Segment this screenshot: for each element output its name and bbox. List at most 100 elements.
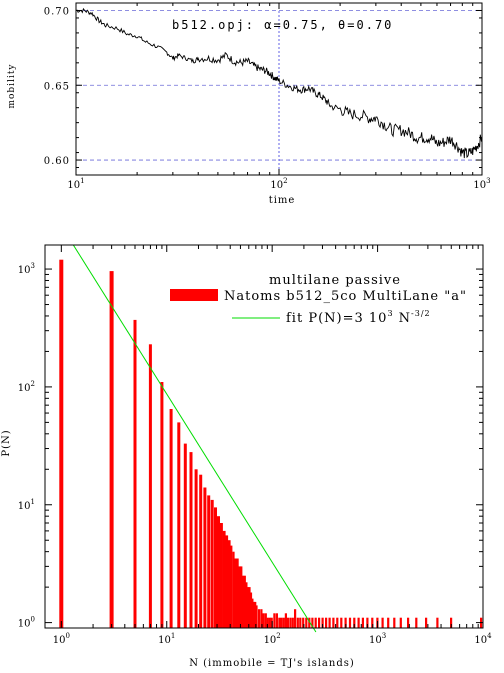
bar xyxy=(328,617,331,628)
bar xyxy=(230,545,233,628)
y-tick-label: 102 xyxy=(18,380,35,394)
bar xyxy=(415,617,418,628)
bar xyxy=(348,617,352,628)
bar xyxy=(260,609,263,628)
bar xyxy=(314,617,317,628)
bar xyxy=(318,617,321,628)
x-tick-label: 103 xyxy=(473,177,490,191)
bar xyxy=(207,495,211,628)
ticks: 101 102 103 0.60 0.65 0.70 xyxy=(44,3,491,191)
y-tick-label: 101 xyxy=(18,498,35,512)
bar xyxy=(399,617,402,628)
x-tick-label: 100 xyxy=(53,632,70,646)
x-axis-label: N (immobile = TJ's islands) xyxy=(189,658,355,669)
bar xyxy=(251,598,254,628)
x-tick-label: 103 xyxy=(369,632,386,646)
bar xyxy=(255,605,258,628)
bar xyxy=(308,617,311,628)
grid-lines xyxy=(76,3,482,175)
bar xyxy=(246,587,250,628)
x-tick-label: 104 xyxy=(474,632,492,646)
distribution-chart: 100 101 102 103 104 100 101 102 103 multilane pa… xyxy=(1,244,492,669)
legend-swatch-bars xyxy=(170,289,218,301)
bar xyxy=(273,613,276,628)
bar xyxy=(177,422,181,628)
x-tick-label: 102 xyxy=(264,632,281,646)
x-tick-label: 102 xyxy=(270,177,287,191)
y-axis-label: mobility xyxy=(7,63,17,108)
bar xyxy=(305,617,308,628)
bar xyxy=(299,617,302,628)
bar xyxy=(361,617,364,628)
bar xyxy=(407,617,410,628)
legend-label-bars: Natoms b512_5co MultiLane "a" xyxy=(224,289,467,304)
bar xyxy=(257,609,261,628)
bar xyxy=(199,474,203,628)
bar xyxy=(357,617,360,628)
bar xyxy=(248,587,251,628)
bar xyxy=(366,617,369,628)
bar xyxy=(59,259,64,628)
bar xyxy=(291,617,294,628)
plot-frame xyxy=(44,244,484,629)
bar xyxy=(238,566,241,628)
annotation-text: b512.opj: α=0.75, θ=0.70 xyxy=(172,18,393,32)
bar xyxy=(245,582,248,628)
bar xyxy=(160,382,164,628)
bar xyxy=(302,617,305,628)
bar xyxy=(336,617,339,628)
bar xyxy=(294,609,297,628)
bar xyxy=(450,617,453,628)
bar xyxy=(264,613,267,628)
fit-line xyxy=(72,244,317,633)
bar xyxy=(332,617,335,628)
bar xyxy=(219,523,223,628)
bar xyxy=(286,617,289,628)
y-tick-label: 0.70 xyxy=(44,6,70,17)
x-tick-label: 101 xyxy=(158,632,175,646)
bar xyxy=(325,617,328,628)
bar xyxy=(275,613,278,628)
bar xyxy=(222,530,226,628)
bar xyxy=(268,617,271,628)
y-axis-label: P(N) xyxy=(1,429,12,456)
bar-series xyxy=(59,259,483,628)
bar xyxy=(240,566,243,628)
bar xyxy=(340,617,343,628)
y-tick-label: 103 xyxy=(18,262,35,276)
bar xyxy=(289,617,292,628)
legend-title: multilane passive xyxy=(269,273,401,288)
bar xyxy=(236,558,239,628)
y-tick-label: 0.60 xyxy=(44,156,70,167)
bar xyxy=(284,613,287,628)
x-axis-label: time xyxy=(269,195,296,206)
bar xyxy=(381,617,384,628)
mobility-series-line xyxy=(75,7,483,159)
bar xyxy=(242,575,245,628)
ticks: 100 101 102 103 104 100 101 102 103 xyxy=(18,245,492,646)
legend: multilane passive Natoms b512_5co MultiL… xyxy=(170,273,467,326)
bar xyxy=(296,617,299,628)
bar xyxy=(189,452,193,628)
y-tick-label: 100 xyxy=(18,616,35,630)
bar xyxy=(183,443,187,628)
bar xyxy=(393,617,396,628)
bar xyxy=(436,617,439,628)
bar xyxy=(266,617,269,628)
bar xyxy=(148,344,152,628)
bar xyxy=(194,469,198,628)
bar xyxy=(353,617,356,628)
bar xyxy=(210,499,214,628)
mobility-chart: 101 102 103 0.60 0.65 0.70 b512.opj: α=0.75, … xyxy=(7,2,491,206)
bar xyxy=(254,601,257,628)
bar xyxy=(169,409,173,628)
bar xyxy=(344,617,347,628)
bar xyxy=(232,551,235,628)
y-tick-label: 0.65 xyxy=(44,81,70,92)
bar xyxy=(249,592,253,628)
bar xyxy=(311,617,314,628)
bar xyxy=(262,613,265,628)
bar xyxy=(217,516,220,628)
legend-label-fit: fit P(N)=3 103 N-3/2 xyxy=(286,309,431,326)
